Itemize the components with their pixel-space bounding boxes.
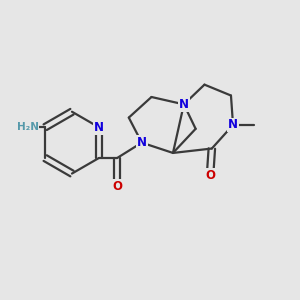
Text: N: N [228, 118, 238, 131]
Text: H₂N: H₂N [16, 122, 38, 132]
Text: N: N [179, 98, 189, 111]
Text: N: N [137, 136, 147, 149]
Text: O: O [112, 180, 122, 193]
Text: N: N [94, 121, 104, 134]
Text: O: O [206, 169, 215, 182]
